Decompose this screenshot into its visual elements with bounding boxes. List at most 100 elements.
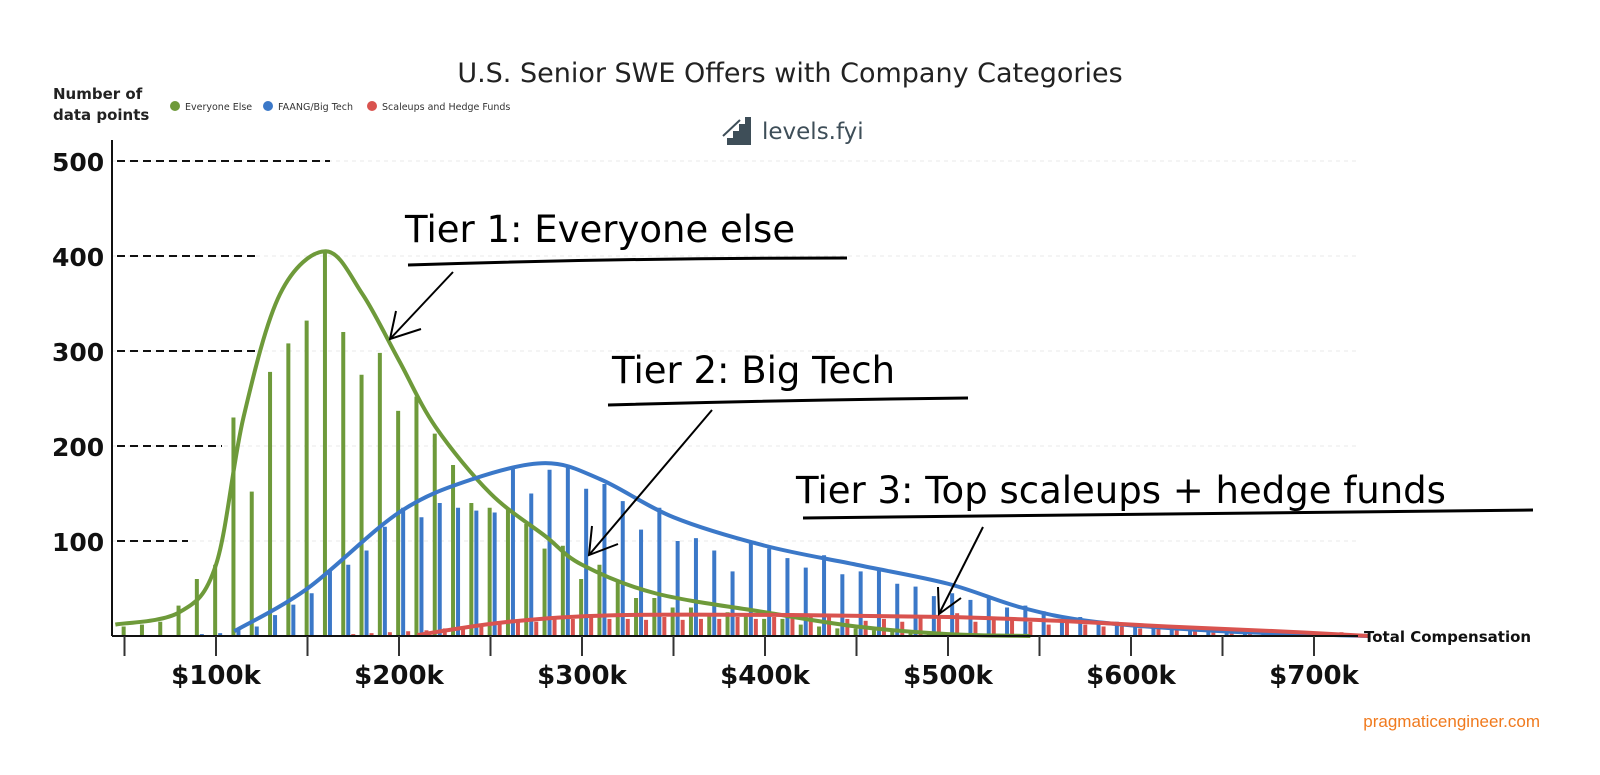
bar bbox=[1101, 626, 1106, 636]
annotation-tier-2: Tier 2: Big Tech bbox=[587, 349, 969, 557]
bar bbox=[218, 633, 223, 636]
bar bbox=[1193, 629, 1198, 636]
bar bbox=[497, 622, 502, 636]
bar bbox=[748, 541, 753, 636]
annotation-tier-1-text: Tier 1: Everyone else bbox=[404, 208, 795, 251]
x-tick-label: $300k bbox=[537, 661, 627, 691]
bar bbox=[254, 626, 259, 636]
bar bbox=[785, 558, 790, 636]
bar bbox=[1046, 624, 1051, 636]
bar bbox=[620, 501, 625, 636]
annotation-tier-2-text: Tier 2: Big Tech bbox=[611, 349, 895, 392]
bar bbox=[772, 617, 777, 636]
bar bbox=[634, 598, 639, 636]
underline-tier-2 bbox=[607, 396, 969, 407]
bar bbox=[657, 507, 662, 636]
bar bbox=[479, 624, 484, 636]
x-tick-label: $700k bbox=[1269, 661, 1359, 691]
arrowhead-tier-3-icon bbox=[937, 586, 962, 616]
bar bbox=[414, 396, 419, 636]
bar bbox=[918, 617, 923, 636]
bar bbox=[231, 417, 236, 636]
bar bbox=[822, 555, 827, 636]
bar bbox=[291, 604, 296, 636]
svg-text:Everyone Else: Everyone Else bbox=[185, 102, 252, 113]
bar bbox=[876, 569, 881, 636]
bar bbox=[895, 583, 900, 636]
svg-text:FAANG/Big Tech: FAANG/Big Tech bbox=[278, 102, 353, 113]
bar bbox=[1078, 617, 1083, 636]
bar bbox=[798, 624, 803, 636]
bar bbox=[1010, 618, 1015, 636]
annotation-tier-3: Tier 3: Top scaleups + hedge funds bbox=[795, 469, 1534, 616]
underline-tier-3 bbox=[802, 508, 1534, 520]
bar bbox=[322, 251, 327, 636]
x-axis-label: Total Compensation bbox=[1364, 628, 1531, 646]
bar bbox=[607, 618, 612, 636]
bar bbox=[382, 526, 387, 636]
bar bbox=[753, 618, 758, 636]
bar bbox=[597, 564, 602, 636]
bar bbox=[406, 631, 411, 636]
bar bbox=[1028, 621, 1033, 636]
legend-item-faang[interactable]: FAANG/Big Tech bbox=[263, 101, 353, 113]
bar bbox=[913, 586, 918, 636]
x-tick-labels: $100k $200k $300k $400k $500k $600k $700k bbox=[171, 661, 1359, 691]
bar bbox=[707, 615, 712, 636]
annotation-tier-3-text: Tier 3: Top scaleups + hedge funds bbox=[795, 469, 1446, 512]
bar bbox=[570, 618, 575, 636]
bar bbox=[236, 628, 241, 636]
bar bbox=[286, 343, 291, 636]
legend-item-everyone-else[interactable]: Everyone Else bbox=[170, 101, 252, 113]
bar bbox=[534, 621, 539, 636]
x-tick-label: $400k bbox=[720, 661, 810, 691]
bar bbox=[387, 632, 392, 636]
bar bbox=[871, 630, 876, 636]
bar bbox=[364, 550, 369, 636]
bar bbox=[1005, 607, 1010, 636]
bar bbox=[268, 371, 273, 636]
bar bbox=[469, 503, 474, 636]
bar bbox=[213, 564, 218, 636]
bar bbox=[1041, 611, 1046, 636]
bar bbox=[827, 617, 832, 636]
bar bbox=[139, 624, 144, 636]
bar bbox=[194, 579, 199, 636]
bar bbox=[670, 607, 675, 636]
bar bbox=[1119, 626, 1124, 636]
underline-tier-1 bbox=[407, 256, 848, 267]
bar bbox=[547, 469, 552, 636]
bar bbox=[369, 633, 374, 636]
bar bbox=[560, 545, 565, 636]
bar bbox=[419, 517, 424, 636]
y-axis-label-line1: Number of bbox=[53, 85, 143, 103]
bar bbox=[625, 618, 630, 636]
y-axis-label-line2: data points bbox=[53, 106, 149, 124]
histogram-bars bbox=[121, 251, 1381, 636]
bar bbox=[991, 618, 996, 636]
bar bbox=[900, 621, 905, 636]
bar bbox=[529, 493, 534, 636]
bar bbox=[584, 488, 589, 636]
bar bbox=[817, 626, 822, 636]
legend-item-scaleups[interactable]: Scaleups and Hedge Funds bbox=[367, 101, 510, 113]
bar bbox=[662, 617, 667, 636]
arrow-tier-2-icon bbox=[588, 409, 713, 556]
bar bbox=[717, 618, 722, 636]
bar bbox=[725, 612, 730, 636]
bar bbox=[542, 548, 547, 636]
x-tick-label: $100k bbox=[171, 661, 261, 691]
bar bbox=[680, 619, 685, 636]
bar bbox=[973, 621, 978, 636]
bar bbox=[1188, 629, 1193, 636]
bar bbox=[492, 512, 497, 636]
bar bbox=[1376, 635, 1381, 636]
y-tick-label: 500 bbox=[52, 148, 104, 177]
bar bbox=[1169, 628, 1174, 636]
bar bbox=[1151, 628, 1156, 636]
bar bbox=[327, 569, 332, 636]
density-curve bbox=[417, 612, 1370, 638]
bar bbox=[835, 628, 840, 636]
bar bbox=[790, 613, 795, 636]
bar bbox=[505, 507, 510, 636]
